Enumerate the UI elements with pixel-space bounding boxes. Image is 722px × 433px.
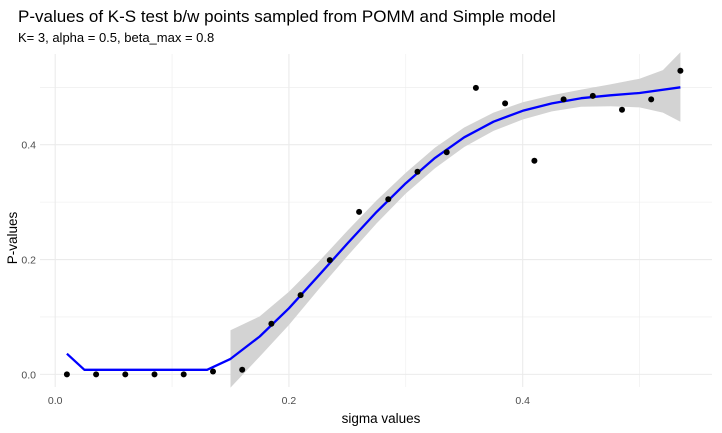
data-point [531,157,538,164]
data-point [560,96,567,103]
data-point [502,100,509,107]
points-layer [63,67,684,378]
data-point [472,84,479,91]
data-point [677,67,684,74]
x-tick-label: 0.4 [515,395,530,407]
y-tick-label: 0.0 [21,369,36,381]
x-axis-title: sigma values [342,411,421,426]
y-axis-title: P-values [5,211,20,264]
data-point [93,371,100,378]
data-point [648,96,655,103]
data-point [385,196,392,203]
x-tick-label: 0.0 [48,395,63,407]
data-point [619,106,625,113]
data-point [589,92,596,99]
data-point [239,366,246,373]
data-point [356,208,363,215]
x-tick-label: 0.2 [282,395,297,407]
data-point [443,149,450,156]
tick-labels-layer: 0.0 0.2 0.4 0.0 0.2 0.4 [21,140,530,407]
data-point [63,371,70,378]
smooth-line-layer [66,86,681,371]
y-tick-label: 0.4 [21,140,36,152]
confidence-band [230,52,681,388]
data-point [210,368,216,375]
data-point [151,371,158,378]
smooth-line [66,86,681,371]
confidence-band-layer [230,52,681,388]
data-point [122,371,129,378]
chart-title: P-values of K-S test b/w points sampled … [18,7,556,26]
data-point [414,168,421,175]
data-point [180,371,187,378]
data-point [268,320,275,327]
data-point [297,292,304,299]
y-tick-label: 0.2 [21,255,36,267]
data-point [326,257,333,264]
chart-subtitle: K= 3, alpha = 0.5, beta_max = 0.8 [18,30,214,45]
